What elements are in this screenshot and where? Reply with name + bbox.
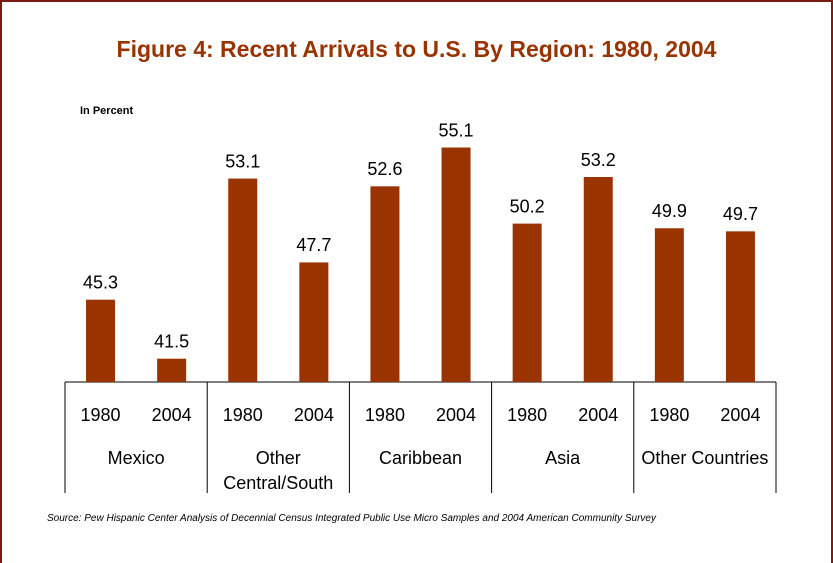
chart-title-text: Figure 4: Recent Arrivals to U.S. By Reg… [116, 36, 717, 62]
group-label: Mexico [107, 448, 165, 468]
group-label: Other Central/South [223, 448, 334, 493]
value-label: 52.6 [367, 159, 402, 179]
value-label: 41.5 [154, 331, 189, 351]
source-note: Source: Pew Hispanic Center Analysis of … [47, 513, 656, 524]
value-label: 50.2 [510, 196, 545, 216]
value-label: 49.9 [652, 201, 687, 221]
x-tick-label: 1980 [223, 405, 263, 425]
value-label: 47.7 [296, 235, 331, 255]
x-tick-label: 1980 [649, 405, 689, 425]
x-tick-label: 2004 [436, 405, 476, 425]
x-tick-label: 2004 [294, 405, 334, 425]
bar [583, 177, 613, 382]
x-tick-label: 2004 [720, 405, 760, 425]
y-axis-label: In Percent [80, 105, 134, 117]
bar [441, 147, 471, 382]
bar [370, 186, 400, 382]
bar [512, 223, 542, 382]
x-tick-label: 1980 [81, 405, 121, 425]
x-tick-label: 1980 [507, 405, 547, 425]
value-label: 49.7 [723, 204, 758, 224]
value-label: 53.2 [581, 150, 616, 170]
group-label: Other Countries [641, 448, 769, 468]
chart-title: Figure 4: Recent Arrivals to U.S. By Reg… [0, 34, 833, 65]
bar [86, 299, 116, 382]
bar [228, 178, 258, 382]
value-label: 55.1 [439, 120, 474, 140]
group-label: Caribbean [378, 448, 463, 468]
bar [654, 228, 684, 382]
value-label: 45.3 [83, 272, 118, 292]
bar [725, 231, 755, 382]
bar [157, 358, 187, 382]
x-tick-label: 2004 [578, 405, 618, 425]
bar [299, 262, 329, 382]
x-tick-label: 1980 [365, 405, 405, 425]
group-label: Asia [545, 448, 581, 468]
value-label: 53.1 [225, 151, 260, 171]
x-tick-label: 2004 [152, 405, 192, 425]
